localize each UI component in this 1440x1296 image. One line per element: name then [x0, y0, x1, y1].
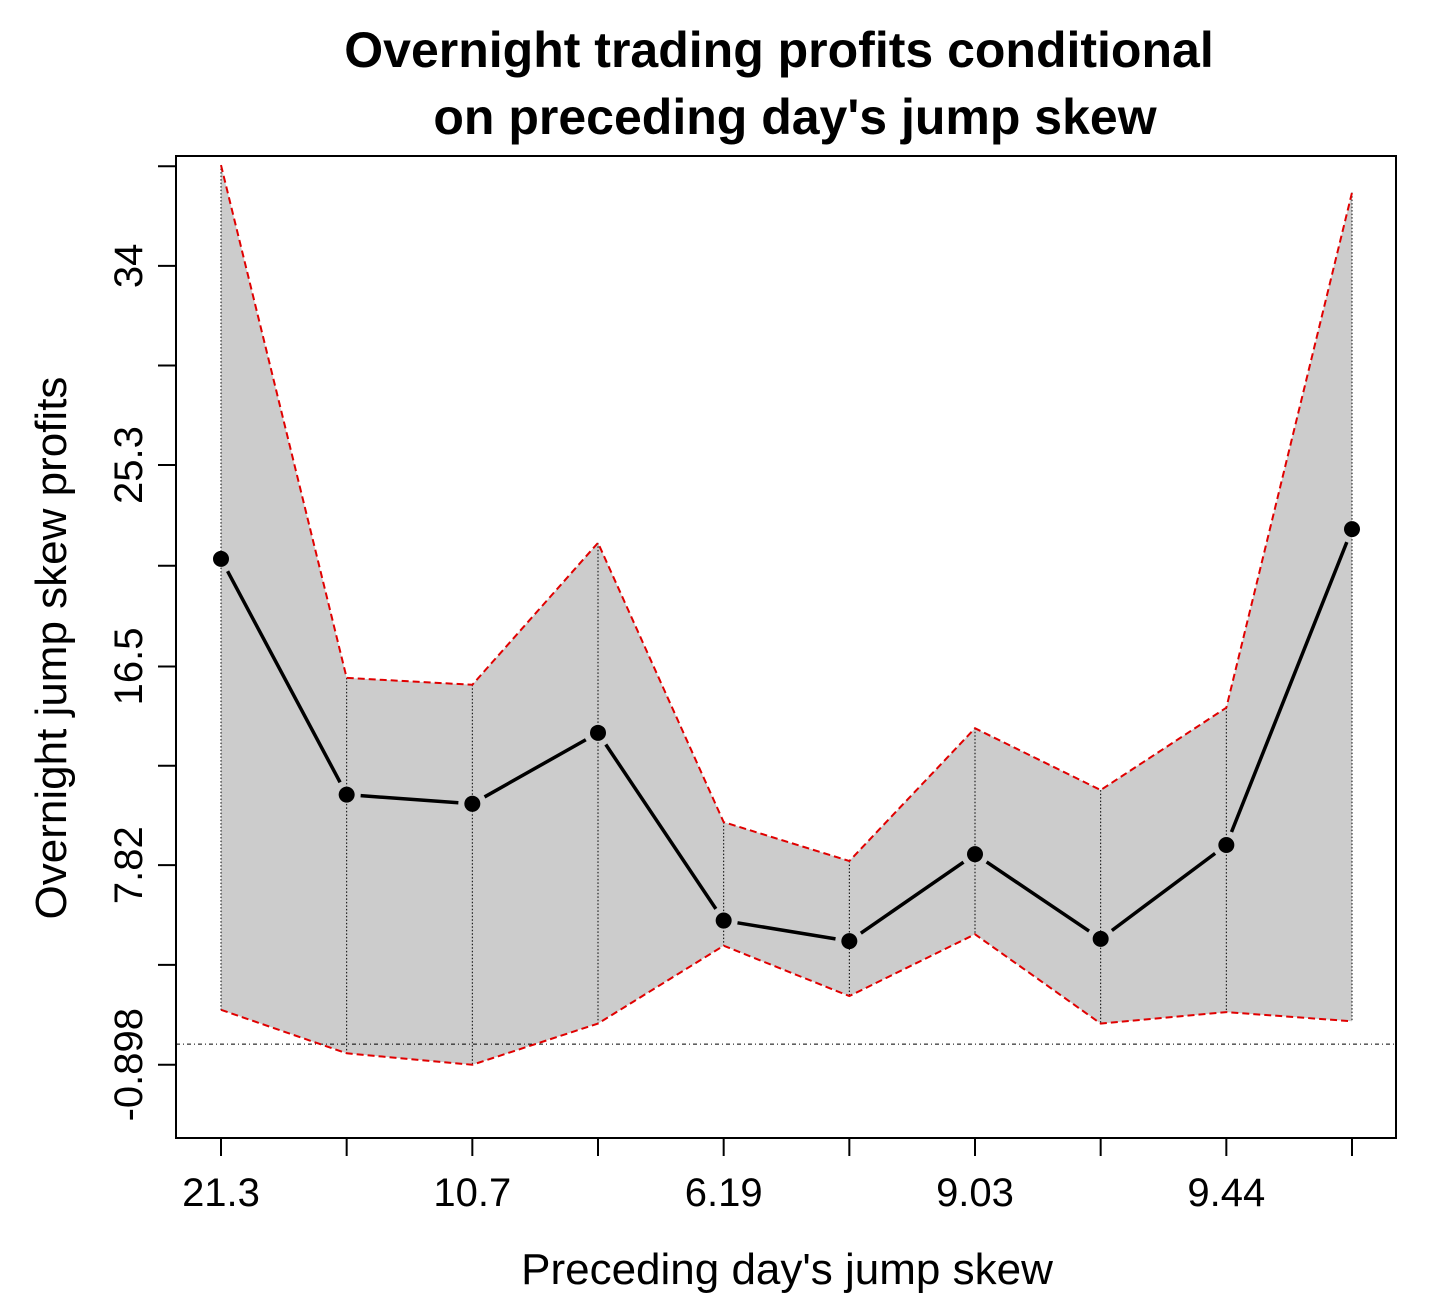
plot-area [176, 164, 1396, 1066]
y-axis: -0.898 7.82 16.5 25.3 34 [107, 165, 176, 1121]
series-segment-6 [859, 860, 965, 935]
series-segment-4 [604, 743, 718, 910]
x-axis-label: Preceding day's jump skew [521, 1245, 1053, 1294]
x-tick-label-5: 6.19 [685, 1171, 763, 1215]
data-point-3 [464, 795, 481, 812]
series-segment-8 [1110, 851, 1217, 932]
x-tick-label-9: 9.44 [1187, 1171, 1265, 1215]
data-point-2 [338, 786, 355, 803]
series-segment-9 [1229, 541, 1349, 833]
series-segment-7 [985, 860, 1091, 933]
data-point-10 [1344, 521, 1360, 538]
x-axis: 21.3 10.7 6.19 9.03 9.44 [182, 1138, 1353, 1215]
y-tick-label-1: -0.898 [107, 1008, 151, 1121]
data-point-6 [841, 933, 858, 950]
series-segment-5 [737, 921, 836, 941]
data-point-5 [715, 912, 732, 929]
y-axis-label: Overnight jump skew profits [27, 377, 76, 920]
lower-bound-line [220, 933, 1353, 1066]
confidence-band [221, 165, 1352, 1065]
y-tick-label-4: 25.3 [107, 426, 151, 504]
data-point-7 [967, 846, 983, 863]
y-tick-label-5: 34 [107, 244, 151, 289]
y-tick-label-3: 16.5 [107, 628, 151, 706]
series-segment-3 [483, 738, 587, 799]
plot-frame [175, 155, 1397, 1139]
x-tick-label-7: 9.03 [936, 1171, 1014, 1215]
data-point-9 [1218, 837, 1235, 854]
series-segment-2 [360, 793, 459, 805]
chart-title-line-1: Overnight trading profits conditional [344, 22, 1213, 78]
x-tick-label-1: 21.3 [182, 1171, 260, 1215]
data-point-8 [1092, 930, 1109, 947]
upper-bound-line [220, 164, 1353, 863]
series-segment-1 [226, 570, 342, 784]
data-point-4 [590, 724, 606, 741]
y-tick-label-2: 7.82 [107, 826, 151, 904]
chart-title-line-2: on preceding day's jump skew [433, 89, 1156, 145]
data-point-1 [213, 550, 229, 567]
x-tick-label-3: 10.7 [433, 1171, 511, 1215]
